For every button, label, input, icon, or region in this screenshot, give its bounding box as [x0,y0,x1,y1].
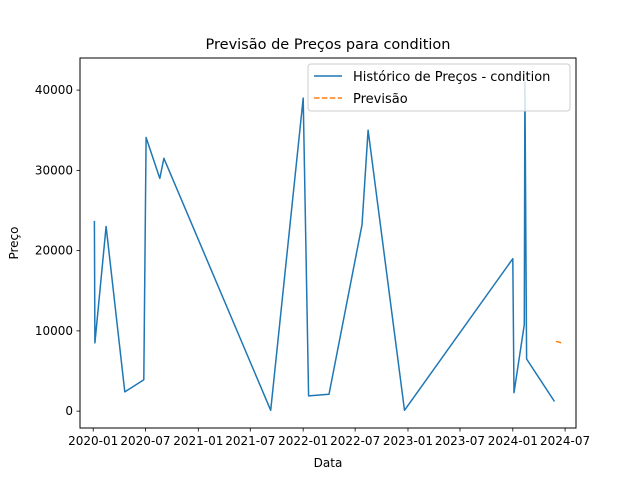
series-layer [93,81,563,412]
legend-label-0: Histórico de Preços - condition [353,70,550,85]
x-tick-label: 2024-07 [540,434,590,448]
chart-title: Previsão de Preços para condition [206,37,451,53]
legend-label-1: Previsão [353,92,408,107]
y-axis: 0 10000 20000 30000 40000 [35,83,80,418]
series-line-1 [555,340,563,344]
plot-area-frame [79,57,577,429]
x-tick-label: 2021-01 [173,434,223,448]
x-tick-label: 2024-01 [488,434,538,448]
y-axis-label: Preço [7,226,21,259]
x-tick-label: 2020-07 [120,434,170,448]
legend: Histórico de Preços - condition Previsão [307,63,571,112]
x-tick-label: 2022-07 [330,434,380,448]
y-tick-label: 10000 [35,324,73,338]
y-tick-label: 20000 [35,244,73,258]
series-line-0 [93,81,556,412]
y-tick-label: 30000 [35,163,73,177]
x-axis: 2020-01 2020-07 2021-01 2021-07 2022-01 2022-… [68,428,590,448]
x-tick-label: 2023-07 [435,434,485,448]
legend-box [307,63,571,112]
x-tick-label: 2020-01 [68,434,118,448]
y-tick-label: 0 [65,404,73,418]
x-tick-label: 2023-01 [383,434,433,448]
x-tick-label: 2021-07 [225,434,275,448]
y-tick-label: 40000 [35,83,73,97]
x-axis-label: Data [314,456,343,470]
x-tick-label: 2022-01 [278,434,328,448]
